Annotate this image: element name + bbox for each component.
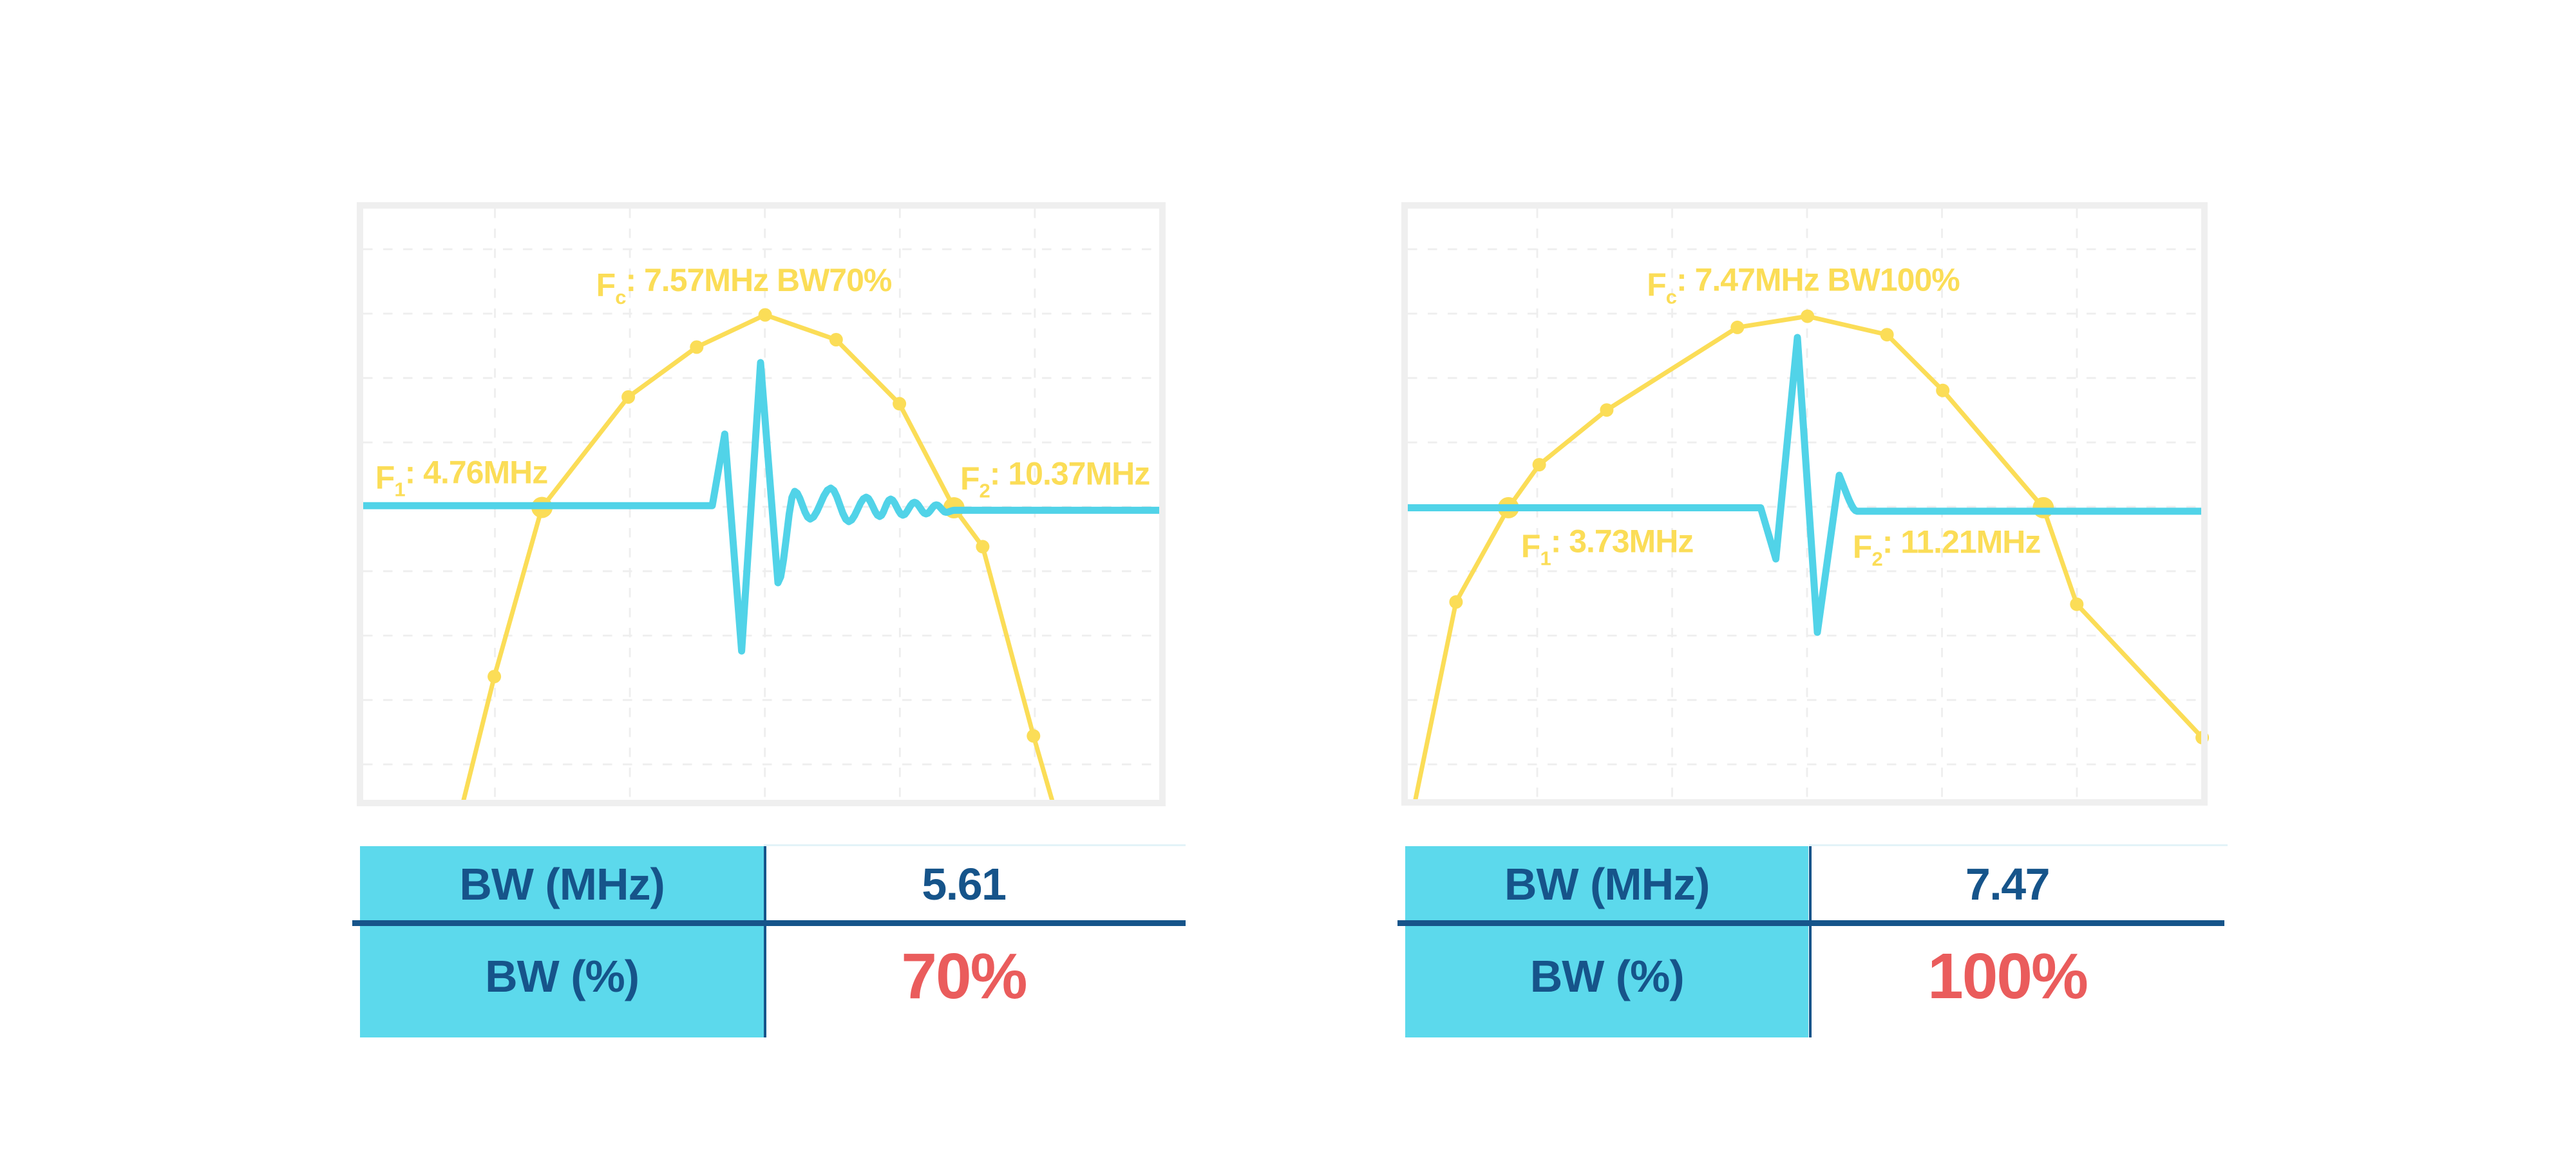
chart-pulse-spectrum-bw70: Fc: 7.57MHz BW70% F1: 4.76MHz F2: 10.37MHz <box>357 202 1166 806</box>
bw-percent-value: 70% <box>901 940 1027 1012</box>
spectrum-marker <box>690 340 704 354</box>
chart-pulse-spectrum-bw100: Fc: 7.47MHz BW100% F1: 3.73MHz F2: 11.21MH… <box>1401 202 2210 806</box>
annotation-f2: F2: 10.37MHz <box>960 455 1150 502</box>
table-column-divider <box>1808 846 1812 1037</box>
plot-frame <box>357 202 1166 806</box>
spectrum-marker <box>829 333 843 346</box>
bw-mhz-label: BW (MHz) <box>459 858 665 909</box>
table-top-rule <box>764 844 1186 846</box>
waveform-line <box>1404 334 2205 636</box>
spectrum-marker <box>1600 403 1614 417</box>
plot-frame <box>1401 202 2208 806</box>
spectrum-marker <box>488 670 502 684</box>
table-header-block <box>1405 846 1809 1037</box>
table-header-block <box>360 846 764 1037</box>
bw-percent-label: BW (%) <box>1530 951 1685 1001</box>
spectrum-marker <box>976 540 990 554</box>
annotation-f1: F1: 4.76MHz <box>375 455 547 501</box>
spectrum-marker <box>1449 595 1463 609</box>
annotation-f1: F1: 3.73MHz <box>1521 523 1693 569</box>
spectrum-marker <box>1027 729 1041 743</box>
spectrum-marker <box>1880 328 1894 342</box>
bw-mhz-label: BW (MHz) <box>1504 858 1710 909</box>
table-row-divider <box>352 920 1186 926</box>
annotation-fc: Fc: 7.47MHz BW100% <box>1647 261 1960 308</box>
bw-mhz-value: 5.61 <box>922 858 1007 909</box>
bw-mhz-value: 7.47 <box>1965 858 2050 909</box>
spectrum-marker <box>621 390 636 404</box>
annotation-f2: F2: 11.21MHz <box>1853 524 2040 570</box>
spectrum-marker <box>1730 320 1745 334</box>
spectrum-marker <box>758 308 772 322</box>
table-column-divider <box>764 846 766 1037</box>
spectrum-line <box>1413 314 2205 802</box>
waveform-line <box>359 359 1163 655</box>
grid-lines <box>1408 209 2201 799</box>
spectrum-marker <box>1936 383 1950 397</box>
spectrum-marker <box>1801 309 1815 323</box>
spectrum-marker <box>1532 458 1546 472</box>
spectrum-line <box>461 312 1054 802</box>
annotation-fc: Fc: 7.57MHz BW70% <box>596 262 892 308</box>
spectrum-marker <box>2070 597 2084 611</box>
table-top-rule <box>1808 844 2228 846</box>
bw-percent-label: BW (%) <box>485 951 639 1001</box>
spectrum-marker <box>893 397 907 411</box>
bw-percent-value: 100% <box>1927 940 2088 1012</box>
